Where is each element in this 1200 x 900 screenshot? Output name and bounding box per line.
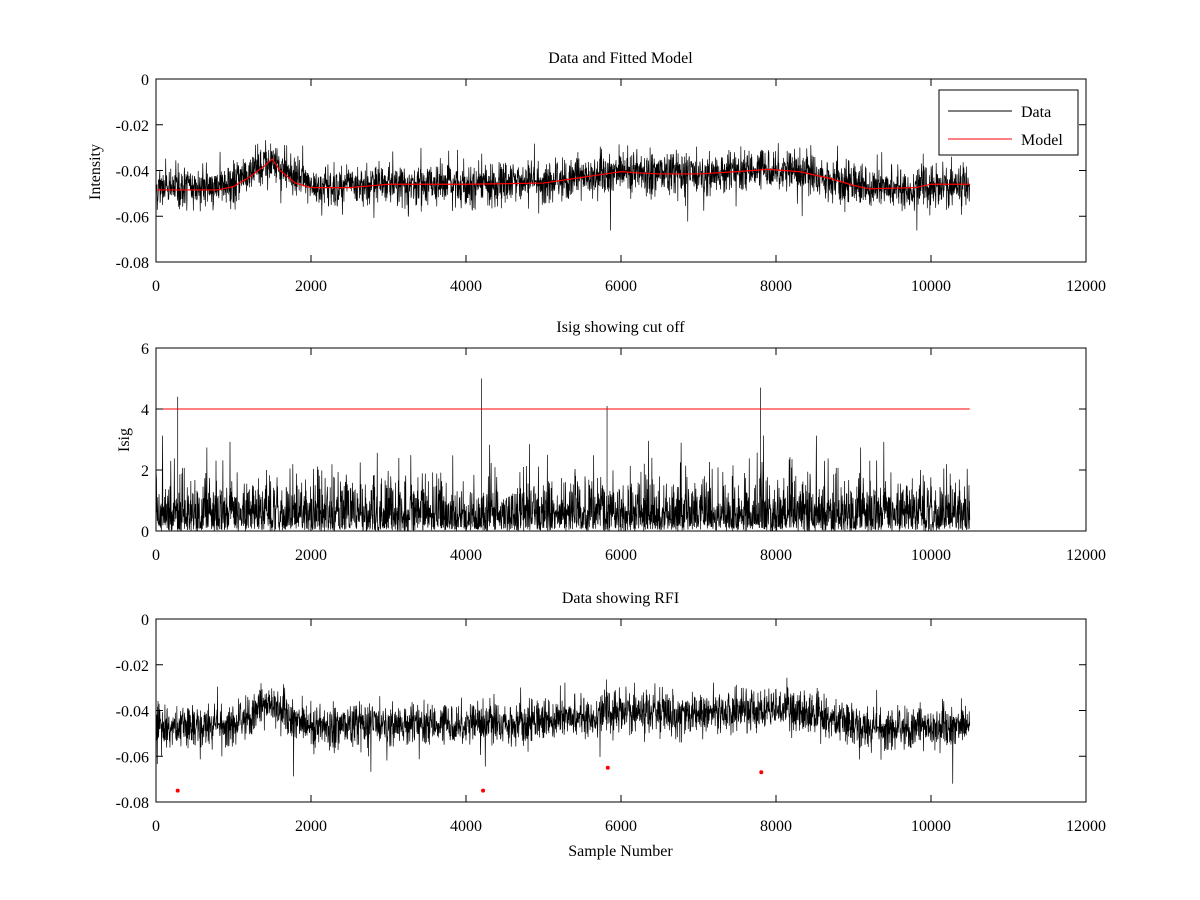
x-tick-label: 12000 [1066,278,1106,295]
x-tick-label: 10000 [911,547,951,564]
y-tick-label: -0.04 [116,164,149,181]
x-tick-label: 4000 [450,818,482,835]
x-tick-label: 2000 [295,818,327,835]
panel-1-series [155,140,971,231]
panel-3-title: Data showing RFI [562,590,679,607]
legend-data-label: Data [1021,104,1051,121]
y-tick-label: -0.02 [116,118,149,135]
series-data-line [155,140,971,231]
x-tick-label: 0 [152,278,160,295]
y-tick-label: 0 [141,524,149,541]
panel-1-axes-box [155,78,1087,263]
y-tick-label: 2 [141,463,149,480]
x-tick-label: 6000 [605,278,637,295]
panel-2-series [155,378,971,532]
y-tick-label: 4 [141,402,149,419]
panel-3: Data showing RFI Sample Number 0 2000 4000… [116,590,1106,860]
panel-3-xlabel: Sample Number [568,843,673,860]
x-tick-label: 0 [152,547,160,564]
x-tick-label: 6000 [605,818,637,835]
x-tick-label: 2000 [295,278,327,295]
panel-1-ylabel: Intensity [87,144,104,200]
x-tick-label: 0 [152,818,160,835]
panel-2-ylabel: Isig [116,428,133,452]
rfi-point [605,765,610,770]
x-tick-label: 6000 [605,547,637,564]
panel-2-title: Isig showing cut off [556,319,685,336]
legend-model-label: Model [1021,132,1063,149]
y-tick-label: 6 [141,341,149,358]
panel-1-ticks: 0 2000 4000 6000 8000 10000 12000 0 -0.02 -0.04 -0… [116,72,1106,295]
series-rfi-data-line [155,677,971,784]
legend-box [938,89,1079,156]
y-tick-label: -0.06 [116,749,149,766]
series-model-line [156,158,970,191]
panel-1: Data and Fitted Model Intensity 0 2000 400… [87,50,1106,295]
y-tick-label: -0.08 [116,255,149,272]
panel-1-title: Data and Fitted Model [548,50,693,67]
panel-3-axes-box [155,618,1087,803]
x-tick-label: 8000 [760,547,792,564]
x-tick-label: 12000 [1066,818,1106,835]
panel-2-axes-box [155,347,1087,532]
rfi-point [481,788,486,793]
x-tick-label: 10000 [911,278,951,295]
x-tick-label: 8000 [760,818,792,835]
x-tick-label: 10000 [911,818,951,835]
x-tick-label: 4000 [450,547,482,564]
panel-2-ticks: 0 2000 4000 6000 8000 10000 12000 0 2 4 6 [141,341,1106,564]
panel-1-legend: Data Model [938,89,1079,156]
y-tick-label: -0.06 [116,209,149,226]
x-tick-label: 2000 [295,547,327,564]
y-tick-label: -0.02 [116,658,149,675]
rfi-point [175,788,180,793]
y-tick-label: -0.04 [116,704,149,721]
series-isig-line [155,378,971,532]
panel-3-series [155,677,971,793]
y-tick-label: -0.08 [116,795,149,812]
panel-2: Isig showing cut off Isig 0 2000 4000 6000 8… [116,319,1106,564]
rfi-point [759,770,764,775]
x-tick-label: 12000 [1066,547,1106,564]
x-tick-label: 8000 [760,278,792,295]
x-tick-label: 4000 [450,278,482,295]
y-tick-label: 0 [141,72,149,89]
y-tick-label: 0 [141,612,149,629]
